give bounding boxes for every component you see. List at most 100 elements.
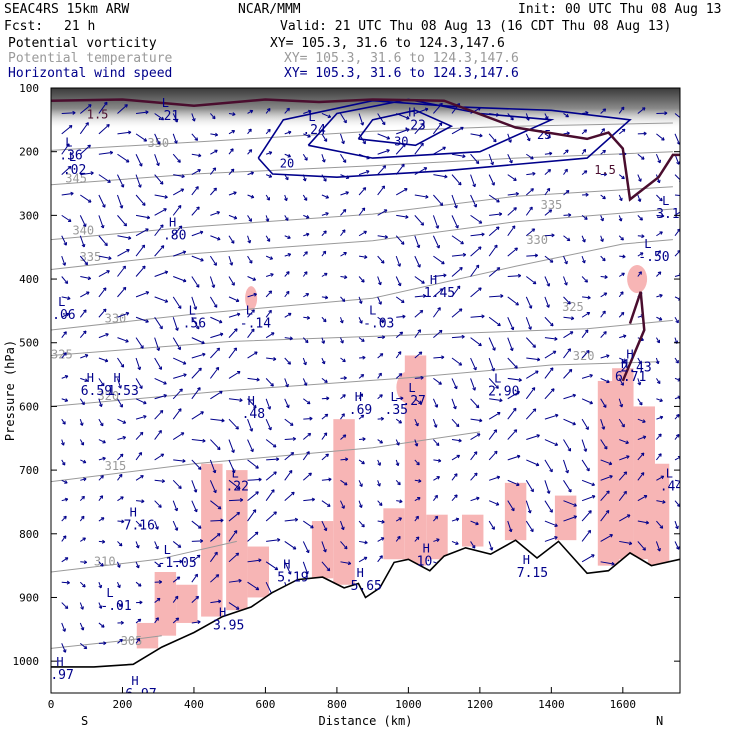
wind-vector-head xyxy=(473,366,477,371)
wind-vector-head xyxy=(81,243,86,248)
wind-vector xyxy=(173,251,186,257)
wind-vector xyxy=(228,602,240,610)
wind-vector xyxy=(618,235,624,241)
wind-vector xyxy=(247,509,257,522)
extremum-kind: L xyxy=(369,303,376,317)
wind-vector-head xyxy=(158,366,162,370)
wind-vector xyxy=(600,377,610,383)
wind-vector-head xyxy=(676,414,680,418)
wind-vector xyxy=(358,187,367,196)
wind-vector xyxy=(451,194,458,209)
wind-vector-head xyxy=(564,282,568,286)
wind-vector-head xyxy=(284,197,288,202)
wind-vector xyxy=(395,418,402,424)
wind-vector xyxy=(135,398,147,404)
wind-vector xyxy=(358,170,370,176)
wind-vector-head xyxy=(175,327,179,331)
wind-vector-head xyxy=(554,336,558,341)
wind-vector xyxy=(117,398,123,408)
wind-vector-head xyxy=(436,476,440,480)
wind-vector-head xyxy=(573,515,578,519)
extremum-value: 1.53 xyxy=(108,384,139,399)
wind-vector xyxy=(600,215,604,222)
wind-vector xyxy=(674,296,680,300)
wind-vector-head xyxy=(602,404,607,408)
wind-vector xyxy=(210,390,223,400)
wind-vector xyxy=(303,214,310,219)
wind-vector-head xyxy=(268,174,273,178)
wind-vector xyxy=(135,133,147,142)
wind-vector-head xyxy=(567,348,571,352)
wind-vector xyxy=(563,418,576,425)
extremum-kind: L xyxy=(494,372,501,386)
wind-vector xyxy=(451,267,463,277)
wind-vector xyxy=(563,480,572,493)
wind-vector-head xyxy=(495,502,500,506)
wind-vector-head xyxy=(602,149,606,154)
wind-vector xyxy=(284,235,291,239)
wind-vector-head xyxy=(619,197,623,202)
wind-vector-head xyxy=(382,165,387,169)
wind-vector xyxy=(618,291,624,298)
wind-vector xyxy=(377,353,384,359)
wind-vector-head xyxy=(362,355,366,360)
wind-speed-contour xyxy=(357,109,454,147)
wind-vector xyxy=(563,316,574,320)
wind-vector-head xyxy=(516,482,520,487)
wind-vector xyxy=(414,167,427,176)
wind-contour-label: 20 xyxy=(280,157,294,171)
wind-vector xyxy=(674,500,680,507)
wind-vector xyxy=(321,478,332,481)
wind-vector-head xyxy=(513,207,517,211)
wind-vector-head xyxy=(363,556,368,561)
wind-vector-head xyxy=(379,353,384,357)
wind-vector xyxy=(191,206,200,216)
extremum-value: .23 xyxy=(402,118,425,133)
wind-vector xyxy=(526,459,540,466)
wind-vector-head xyxy=(475,404,480,409)
wind-vector xyxy=(470,233,485,237)
wind-vector xyxy=(358,230,367,237)
wind-vector xyxy=(414,215,424,226)
pv-shading-patch xyxy=(383,508,405,560)
wind-vector xyxy=(544,350,557,359)
wind-vector xyxy=(135,357,141,370)
wind-vector-head xyxy=(546,283,551,287)
wind-vector xyxy=(637,520,649,524)
wind-vector-head xyxy=(441,260,445,265)
wind-vector xyxy=(173,276,187,282)
wind-vector xyxy=(581,398,593,404)
wind-vector xyxy=(80,537,86,542)
wind-vector-head xyxy=(305,215,310,219)
wind-vector xyxy=(265,215,269,222)
wind-vector-head xyxy=(481,232,485,237)
wind-vector xyxy=(265,310,272,318)
wind-vector-head xyxy=(620,106,625,111)
wind-vector-head xyxy=(83,309,87,313)
wind-vector-head xyxy=(266,238,271,242)
wind-vector xyxy=(98,124,110,135)
wind-vector-head xyxy=(344,481,348,486)
wind-vector xyxy=(321,377,328,383)
wind-vector-head xyxy=(211,284,216,288)
wind-vector xyxy=(210,211,220,216)
wind-vector xyxy=(581,510,592,522)
wind-vector-head xyxy=(404,188,408,192)
wind-vector xyxy=(674,414,680,420)
wind-vector-head xyxy=(461,334,465,339)
wind-vector xyxy=(451,357,462,366)
extremum-value: .21 xyxy=(156,109,179,124)
wind-vector-head xyxy=(62,628,67,632)
wind-vector xyxy=(433,538,440,542)
wind-vector xyxy=(154,479,165,482)
wind-vector-head xyxy=(70,191,74,196)
wind-vector xyxy=(340,500,345,509)
wind-vector xyxy=(321,113,331,118)
wind-vector-head xyxy=(395,462,400,467)
wind-vector-head xyxy=(194,137,199,141)
wind-vector-head xyxy=(477,107,481,111)
wind-vector xyxy=(563,500,577,507)
wind-vector xyxy=(266,539,281,542)
wind-vector xyxy=(98,602,102,609)
wind-vector-head xyxy=(380,537,385,541)
